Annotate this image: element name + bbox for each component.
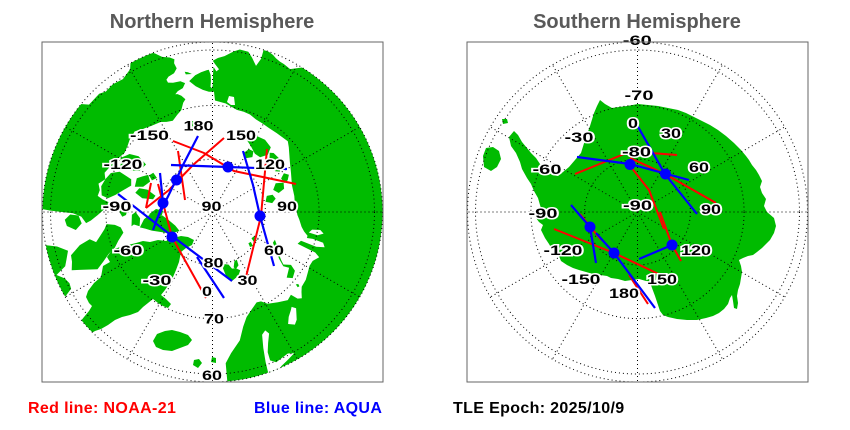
- svg-text:0: 0: [202, 283, 212, 299]
- svg-text:60: 60: [202, 367, 222, 383]
- svg-text:-60: -60: [623, 32, 652, 48]
- svg-text:-90: -90: [529, 205, 558, 221]
- svg-text:120: 120: [681, 242, 711, 258]
- svg-text:80: 80: [204, 254, 224, 270]
- svg-text:180: 180: [184, 117, 214, 133]
- svg-text:90: 90: [701, 201, 721, 217]
- svg-text:0: 0: [628, 115, 638, 131]
- svg-text:150: 150: [647, 271, 677, 287]
- svg-text:-60: -60: [533, 161, 562, 177]
- svg-text:-150: -150: [562, 271, 601, 287]
- svg-text:-120: -120: [104, 156, 143, 172]
- svg-text:Red line: NOAA-21: Red line: NOAA-21: [28, 400, 176, 417]
- svg-text:90: 90: [277, 198, 297, 214]
- svg-text:-90: -90: [623, 197, 652, 213]
- svg-text:-120: -120: [544, 242, 583, 258]
- svg-text:30: 30: [238, 272, 258, 288]
- svg-text:30: 30: [661, 125, 681, 141]
- svg-text:70: 70: [204, 310, 224, 326]
- svg-text:120: 120: [255, 156, 285, 172]
- svg-text:Northern Hemisphere: Northern Hemisphere: [110, 11, 315, 33]
- svg-text:60: 60: [689, 159, 709, 175]
- svg-text:-80: -80: [622, 143, 651, 159]
- svg-text:-150: -150: [130, 127, 169, 143]
- svg-text:Blue line: AQUA: Blue line: AQUA: [254, 400, 382, 417]
- svg-text:Southern Hemisphere: Southern Hemisphere: [533, 11, 741, 33]
- svg-text:60: 60: [264, 242, 284, 258]
- svg-text:90: 90: [202, 198, 222, 214]
- svg-text:-70: -70: [625, 87, 654, 103]
- svg-text:-30: -30: [565, 129, 594, 145]
- svg-text:150: 150: [226, 127, 256, 143]
- svg-text:-60: -60: [114, 242, 143, 258]
- svg-text:180: 180: [609, 285, 639, 301]
- svg-text:-90: -90: [103, 198, 132, 214]
- svg-text:-30: -30: [143, 272, 172, 288]
- svg-text:TLE Epoch: 2025/10/9: TLE Epoch: 2025/10/9: [453, 400, 625, 417]
